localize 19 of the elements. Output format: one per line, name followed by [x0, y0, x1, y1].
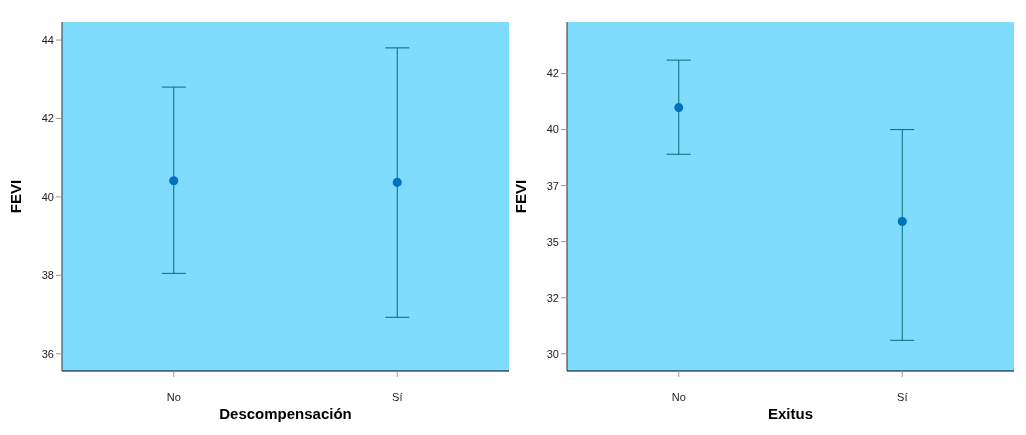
- x-axis-title: Exitus: [767, 405, 814, 422]
- y-tick-label: 44: [41, 33, 54, 46]
- x-tick-label: Sí: [392, 390, 403, 403]
- y-axis-title: FEVI: [7, 179, 25, 214]
- y-tick-label: 37: [546, 179, 559, 192]
- x-tick-label: Sí: [897, 390, 908, 403]
- y-axis-title: FEVI: [512, 179, 530, 214]
- y-tick-label: 40: [546, 123, 559, 136]
- y-tick-label: 42: [546, 67, 559, 80]
- x-tick-label: No: [166, 390, 181, 403]
- y-tick-label: 40: [41, 190, 54, 203]
- y-tick-label: 36: [41, 347, 54, 360]
- y-tick-label: 42: [41, 112, 54, 125]
- y-tick-label: 38: [41, 269, 54, 282]
- x-axis-title: Descompensación: [219, 405, 352, 422]
- y-tick-label: 32: [546, 291, 559, 304]
- x-tick-label: No: [671, 390, 686, 403]
- y-tick-label: 30: [546, 347, 559, 360]
- y-tick-label: 35: [546, 235, 559, 248]
